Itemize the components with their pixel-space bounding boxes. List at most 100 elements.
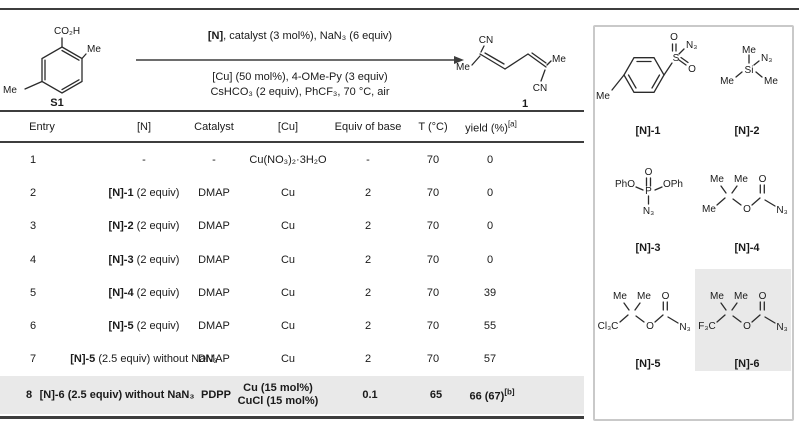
conditions-above-text: , catalyst (3 mol%), NaN₃ (6 equiv) (223, 30, 393, 42)
cell-temp: 70 (426, 353, 440, 366)
table-row: 6 [N]-5 (2 equiv) DMAP Cu 2 70 55 (0, 309, 584, 342)
sulfur-label: S (673, 53, 680, 64)
cell-temp: 70 (426, 186, 440, 199)
methyl-label: Me (613, 291, 627, 302)
cell-n: [N]-3 (2 equiv) (108, 253, 180, 266)
cell-yield: 66 (67)[b] (469, 387, 515, 403)
cell-entry: 8 (25, 389, 33, 402)
reaction-conditions: [N], catalyst (3 mol%), NaN₃ (6 equiv) [… (136, 30, 464, 99)
oxygen-label: O (645, 167, 653, 178)
nitrile-label: CN (479, 35, 493, 46)
cell-yield: 57 (483, 353, 497, 366)
table-row: 5 [N]-4 (2 equiv) DMAP Cu 2 70 39 (0, 276, 584, 309)
structure-n2: Me Si N₃ Me Me [N]-2 (720, 45, 778, 137)
product-structure: CN Me Me CN 1 (456, 35, 566, 110)
methyl-label: Me (87, 44, 101, 55)
conditions-below-line2: CsHCO₃ (2 equiv), PhCF₃, 70 °C, air (210, 86, 390, 98)
cell-entry: 4 (29, 253, 37, 266)
cell-temp: 70 (426, 153, 440, 166)
cell-catalyst: DMAP (198, 353, 230, 366)
cell-entry: 3 (29, 220, 37, 233)
methyl-label: Me (3, 85, 17, 96)
cell-base: 2 (364, 286, 372, 299)
cell-base: 2 (364, 253, 372, 266)
reaction-arrow (136, 56, 464, 64)
methyl-label: Me (764, 76, 778, 87)
table-row: 7 [N]-5 (2.5 equiv) without NaN₃ DMAP Cu… (0, 343, 584, 376)
azide-label: N₃ (686, 40, 697, 51)
scheme-bottom-rule (0, 110, 584, 112)
substrate-caption: S1 (50, 97, 63, 109)
trichloromethyl-label: Cl₃C (598, 321, 619, 332)
table-row: 3 [N]-2 (2 equiv) DMAP Cu 2 70 0 (0, 210, 584, 243)
cell-entry: 2 (29, 186, 37, 199)
co2h-label: CO₂H (54, 26, 80, 37)
table-row: 1 - - Cu(NO₃)₂·3H₂O - 70 0 (0, 143, 584, 176)
header-bottom-rule (0, 141, 584, 143)
cell-entry: 7 (29, 353, 37, 366)
conditions-below-line1: [Cu] (50 mol%), 4-OMe-Py (3 equiv) (212, 71, 388, 83)
methyl-label: Me (720, 76, 734, 87)
cell-n: [N]-1 (2 equiv) (108, 186, 180, 199)
oxygen-label: O (759, 174, 767, 185)
phosphorus-label: P (645, 186, 652, 197)
cell-base: 2 (364, 220, 372, 233)
cell-entry: 5 (29, 286, 37, 299)
cell-entry: 1 (29, 153, 37, 166)
col-header-entry: Entry (29, 120, 55, 133)
diene-chain (471, 45, 552, 82)
cell-yield: 0 (486, 186, 494, 199)
azide-label: N₃ (776, 205, 787, 216)
col-header-cu: [Cu] (277, 120, 299, 133)
cell-base: 0.1 (362, 389, 378, 402)
structure-n4: Me Me Me O O N₃ [N]-4 (702, 174, 788, 254)
cell-temp: 65 (429, 389, 443, 402)
trifluoromethyl-label: F₃C (698, 321, 715, 332)
table-row-highlighted: 8 [N]-6 (2.5 equiv) without NaN₃ PDPP Cu… (0, 376, 584, 415)
methyl-label: Me (456, 62, 470, 73)
cu-line-1: Cu (15 mol%) (243, 382, 313, 395)
col-header-base: Equiv of base (334, 120, 402, 133)
cell-yield: 0 (486, 220, 494, 233)
cell-catalyst: - (212, 153, 216, 166)
reagent-label-n6: [N]-6 (734, 358, 759, 370)
methyl-label: Me (552, 54, 566, 65)
col-header-yield: yield (%)[a] (465, 119, 517, 134)
top-rule (0, 8, 799, 10)
cell-cu: Cu (280, 253, 296, 266)
methyl-label: Me (742, 45, 756, 56)
methyl-label: Me (710, 174, 724, 185)
cell-base: 2 (364, 320, 372, 333)
cell-entry: 6 (29, 320, 37, 333)
reagent-label-n2: [N]-2 (734, 125, 759, 137)
azide-label: N₃ (776, 322, 787, 333)
methyl-label: Me (710, 291, 724, 302)
table-row: 4 [N]-3 (2 equiv) DMAP Cu 2 70 0 (0, 243, 584, 276)
cell-base: 2 (364, 353, 372, 366)
oxygen-label: O (743, 204, 751, 215)
methyl-label: Me (734, 291, 748, 302)
phenoxy-label: PhO (615, 179, 635, 190)
product-caption: 1 (522, 98, 528, 110)
cell-cu: Cu (280, 220, 296, 233)
table-body: 1 - - Cu(NO₃)₂·3H₂O - 70 0 2 [N]-1 (2 eq… (0, 143, 584, 415)
cell-n: - (142, 153, 146, 166)
cell-n: [N]-2 (2 equiv) (108, 220, 180, 233)
cell-yield: 0 (486, 153, 494, 166)
cell-yield: 0 (486, 253, 494, 266)
reagent-label-n4: [N]-4 (734, 242, 760, 254)
cell-catalyst: PDPP (201, 389, 231, 402)
structure-n6: Me Me F₃C O O N₃ [N]-6 (698, 291, 787, 370)
cell-catalyst: DMAP (198, 320, 230, 333)
cell-n: [N]-5 (2 equiv) (108, 320, 180, 333)
cell-temp: 70 (426, 220, 440, 233)
cu-line-2: CuCl (15 mol%) (237, 395, 319, 408)
cell-temp: 70 (426, 286, 440, 299)
table-row: 2 [N]-1 (2 equiv) DMAP Cu 2 70 0 (0, 176, 584, 209)
col-header-temp: T (°C) (418, 120, 448, 133)
oxygen-label: O (646, 321, 654, 332)
methyl-label: Me (596, 91, 610, 102)
table-bottom-rule (0, 416, 584, 419)
footnote-marker-a: [a] (507, 119, 517, 129)
